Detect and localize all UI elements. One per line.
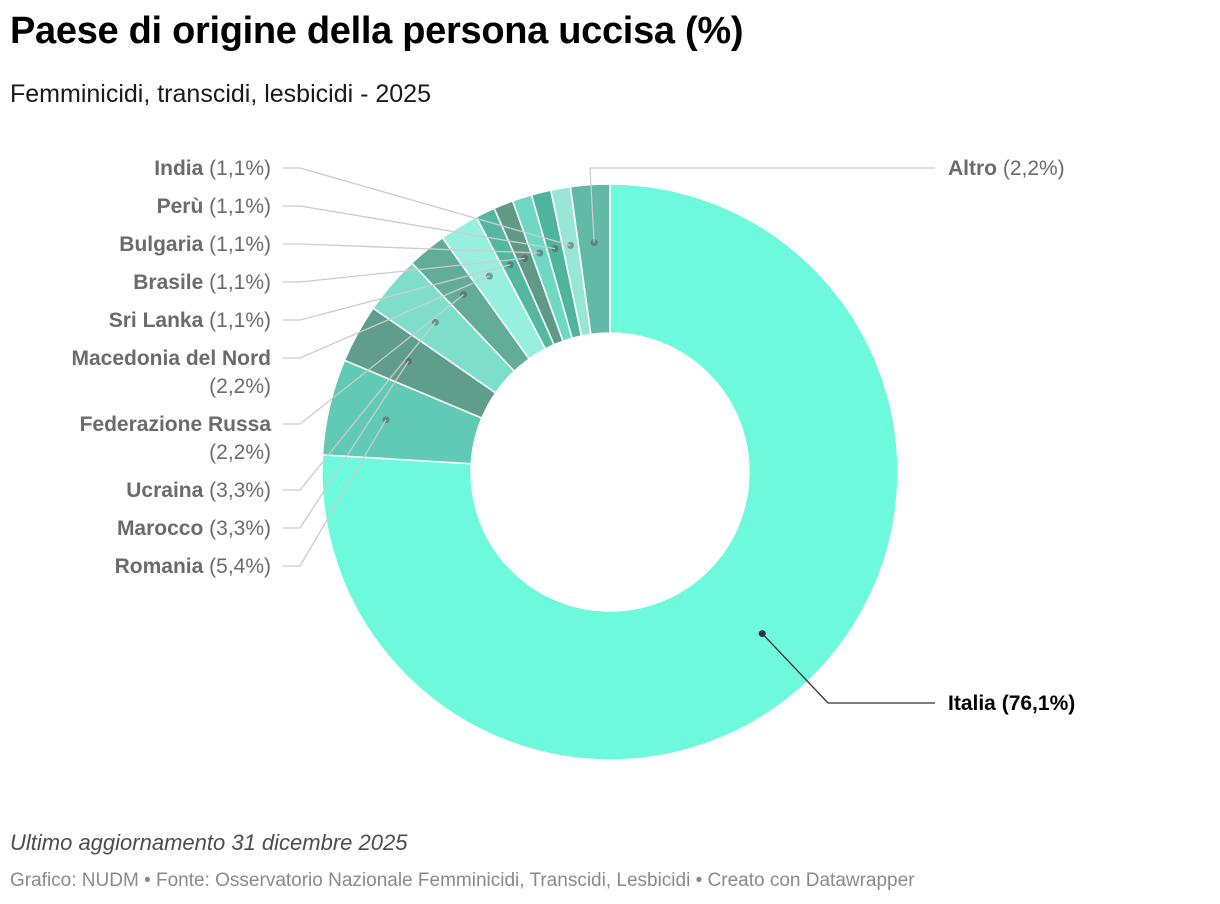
- label-peru: Perù (1,1%): [157, 195, 271, 218]
- chart-footer: Grafico: NUDM • Fonte: Osservatorio Nazi…: [10, 870, 915, 891]
- leader-line-ucraina: [283, 321, 436, 491]
- label-federazione-russa: Federazione Russa: [80, 413, 272, 436]
- chart-title: Paese di origine della persona uccisa (%…: [10, 10, 744, 52]
- label-sri-lanka: Sri Lanka (1,1%): [109, 309, 271, 332]
- leader-line-brasile: [283, 257, 525, 283]
- value-label-macedonia-del-nord: (2,2%): [209, 375, 271, 398]
- label-bulgaria: Bulgaria (1,1%): [119, 233, 271, 256]
- leader-line-peru: [283, 205, 556, 250]
- leader-line-italia: [761, 633, 935, 704]
- slice-italia: [321, 183, 899, 761]
- chart-notes: Ultimo aggiornamento 31 dicembre 2025: [10, 830, 408, 855]
- leader-line-india: [283, 167, 571, 247]
- leader-line-altro: [589, 167, 935, 243]
- leader-line-federazione-russa: [283, 294, 465, 425]
- chart-subtitle: Femminicidi, transcidi, lesbicidi - 2025: [10, 80, 431, 108]
- label-italia: Italia (76,1%): [948, 692, 1075, 715]
- leader-line-sri-lanka: [283, 264, 511, 321]
- leader-line-macedonia-del-nord: [283, 275, 490, 359]
- label-group: Italia (76,1%) Romania (5,4%) Marocco (3,3…: [71, 157, 1075, 715]
- leader-line-marocco: [283, 361, 409, 529]
- value-label-federazione-russa: (2,2%): [209, 441, 271, 464]
- slice-altro: [569, 183, 611, 336]
- label-romania: Romania (5,4%): [115, 555, 271, 578]
- label-india: India (1,1%): [154, 157, 271, 180]
- label-macedonia-del-nord: Macedonia del Nord: [71, 347, 271, 370]
- label-ucraina: Ucraina (3,3%): [126, 479, 271, 502]
- label-brasile: Brasile (1,1%): [133, 271, 271, 294]
- leader-line-bulgaria: [283, 243, 540, 254]
- leader-line-romania: [283, 419, 387, 567]
- label-marocco: Marocco (3,3%): [117, 517, 271, 540]
- slice-group: [321, 183, 899, 761]
- leader-lines: [283, 167, 935, 704]
- label-altro: Altro (2,2%): [948, 157, 1065, 180]
